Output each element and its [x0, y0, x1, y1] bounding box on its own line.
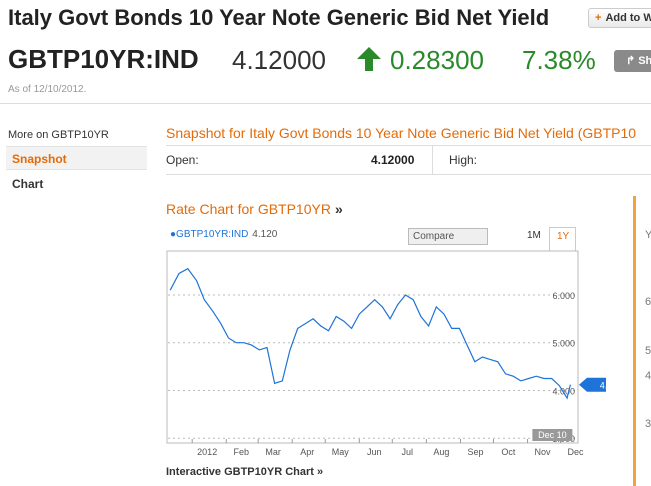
add-to-watchlist-label: Add to W: [605, 12, 651, 24]
header-divider: [0, 103, 651, 104]
date-tag-label: Dec 10: [538, 430, 567, 440]
right-side-panel: Y 6 5 4 3: [633, 196, 651, 486]
y-tick-label: 5.000: [552, 339, 575, 349]
x-tick-label: Dec: [568, 447, 585, 457]
cut-label: 6: [645, 296, 651, 308]
y-tick-label: 6.000: [552, 291, 575, 301]
column-divider: [432, 146, 433, 174]
y-tick-label: 4.000: [552, 386, 575, 396]
legend-dot-icon: ●: [170, 229, 177, 240]
current-value-label: 4.120: [600, 381, 606, 391]
cut-label: Y: [645, 229, 651, 241]
share-button[interactable]: ↱ Sh: [614, 50, 651, 72]
x-tick-label: Apr: [300, 447, 314, 457]
page-title: Italy Govt Bonds 10 Year Note Generic Bi…: [8, 5, 550, 30]
sidebar-item-chart[interactable]: Chart: [12, 177, 44, 191]
range-1y-button[interactable]: 1Y: [549, 227, 576, 251]
x-tick-label: Oct: [501, 447, 516, 457]
as-of-date: As of 12/10/2012.: [8, 84, 87, 95]
cut-label: 5: [645, 345, 651, 357]
snapshot-row: Open: 4.12000 High:: [166, 145, 651, 175]
rate-chart-heading-label: Rate Chart for GBTP10YR: [166, 201, 331, 217]
sidebar-heading: More on GBTP10YR: [8, 129, 109, 141]
date-tag: [532, 429, 573, 441]
plus-icon: +: [595, 12, 602, 24]
legend-value: 4.120: [252, 229, 278, 240]
x-tick-label: 2012: [197, 447, 217, 457]
price-value: 4.12000: [232, 45, 326, 75]
x-tick-label: Aug: [433, 447, 449, 457]
change-percent: 7.38%: [522, 45, 596, 75]
current-value-tag: [579, 377, 606, 392]
double-chevron-icon: »: [334, 201, 343, 217]
add-to-watchlist-button[interactable]: + Add to W: [588, 8, 651, 28]
compare-input[interactable]: Compare: [408, 228, 488, 245]
open-label: Open:: [166, 153, 199, 167]
x-tick-label: Jul: [402, 447, 414, 457]
plot-frame: [166, 250, 579, 444]
legend-series-name: GBTP10YR:IND: [176, 229, 249, 240]
ticker-symbol: GBTP10YR:IND: [8, 44, 199, 74]
x-tick-label: May: [332, 447, 350, 457]
rate-chart-heading[interactable]: Rate Chart for GBTP10YR»: [166, 201, 343, 217]
snapshot-heading[interactable]: Snapshot for Italy Govt Bonds 10 Year No…: [166, 125, 637, 141]
chart-legend: ●GBTP10YR:IND 4.120: [170, 229, 277, 240]
x-tick-label: Sep: [467, 447, 483, 457]
sidebar-item-snapshot[interactable]: Snapshot: [6, 146, 147, 170]
up-arrow-icon: [357, 47, 381, 71]
x-tick-label: Mar: [265, 447, 281, 457]
accent-stripe: [633, 196, 636, 486]
cut-label: 4: [645, 370, 651, 382]
interactive-chart-link[interactable]: Interactive GBTP10YR Chart »: [166, 466, 323, 478]
x-tick-label: Jun: [367, 447, 382, 457]
share-icon: ↱: [626, 55, 636, 67]
range-1m-button[interactable]: 1M: [527, 230, 541, 241]
change-value: 0.28300: [390, 45, 484, 75]
x-tick-label: Nov: [535, 447, 552, 457]
cut-label: 3: [645, 418, 651, 430]
interactive-chart-link-label: Interactive GBTP10YR Chart: [166, 466, 314, 478]
x-tick-label: Feb: [234, 447, 250, 457]
share-label: Sh: [638, 55, 651, 67]
double-chevron-icon: »: [317, 466, 324, 478]
open-value: 4.12000: [371, 153, 415, 167]
price-series-line: [169, 267, 571, 400]
high-label: High:: [449, 153, 478, 167]
